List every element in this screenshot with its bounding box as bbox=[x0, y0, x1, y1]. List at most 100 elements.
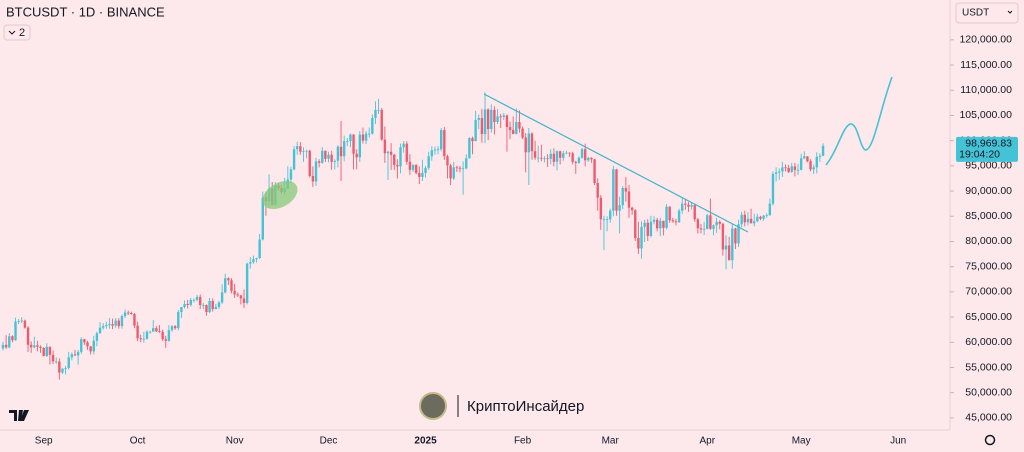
countdown: 19:04:20 bbox=[959, 149, 1000, 161]
candle-body bbox=[1, 344, 5, 349]
candle-body bbox=[630, 207, 634, 211]
candle-body bbox=[671, 220, 675, 222]
y-tick-label: 55,000.00 bbox=[965, 361, 1012, 373]
chart-title: BTCUSDT · 1D · BINANCE bbox=[6, 4, 165, 19]
candle-body bbox=[440, 130, 443, 150]
candle-body bbox=[36, 345, 39, 347]
candle-body bbox=[58, 361, 61, 373]
candle-body bbox=[449, 165, 452, 179]
candle-body bbox=[465, 158, 468, 169]
currency-select[interactable] bbox=[955, 2, 1019, 24]
candle-body bbox=[396, 164, 399, 167]
candle-body bbox=[302, 151, 305, 153]
candle-body bbox=[364, 133, 368, 141]
y-tick-label: 95,000.00 bbox=[965, 160, 1012, 172]
candle-body bbox=[743, 214, 747, 223]
candle-body bbox=[693, 205, 696, 220]
y-tick-label: 120,000.00 bbox=[959, 34, 1012, 46]
candle-body bbox=[643, 222, 646, 227]
candle-body bbox=[255, 258, 258, 260]
candle-body bbox=[173, 326, 177, 329]
x-tick-label: Feb bbox=[514, 436, 532, 447]
candle-body bbox=[468, 138, 471, 159]
candle-body bbox=[806, 156, 809, 162]
candle-body bbox=[314, 161, 318, 182]
candle-body bbox=[405, 143, 408, 162]
candle-body bbox=[127, 312, 130, 314]
candle-body bbox=[812, 167, 815, 170]
candle-body bbox=[393, 154, 396, 165]
candle-body bbox=[158, 331, 161, 332]
candle-body bbox=[583, 149, 587, 161]
candle-body bbox=[296, 146, 299, 150]
candle-body bbox=[530, 133, 534, 152]
candle-body bbox=[668, 206, 671, 221]
candle-body bbox=[452, 167, 455, 179]
candle-body bbox=[587, 157, 590, 161]
candle-body bbox=[192, 299, 196, 301]
candle-body bbox=[749, 218, 753, 224]
candle-body bbox=[161, 331, 164, 340]
candle-body bbox=[665, 206, 668, 228]
y-tick-label: 75,000.00 bbox=[965, 260, 1012, 272]
candle-body bbox=[214, 306, 218, 310]
candle-body bbox=[317, 161, 321, 163]
candle-body bbox=[377, 109, 380, 111]
candle-body bbox=[139, 338, 142, 340]
candle-body bbox=[186, 303, 189, 305]
candle-body bbox=[803, 156, 806, 159]
candle-body bbox=[89, 346, 92, 352]
tv-logo bbox=[9, 410, 29, 421]
candle-body bbox=[48, 346, 52, 355]
candle-body bbox=[490, 109, 493, 130]
candle-body bbox=[774, 172, 778, 174]
candle-body bbox=[712, 225, 715, 229]
candle-body bbox=[737, 224, 740, 244]
candle-body bbox=[493, 109, 496, 122]
candle-body bbox=[634, 210, 637, 238]
candle-body bbox=[108, 324, 111, 326]
candle-body bbox=[333, 160, 336, 162]
indicator-toggle[interactable] bbox=[3, 24, 31, 41]
candle-body bbox=[130, 313, 133, 315]
settings-icon[interactable] bbox=[984, 434, 996, 446]
candle-body bbox=[546, 158, 549, 160]
y-tick-label: 115,000.00 bbox=[960, 59, 1012, 71]
candle-body bbox=[83, 339, 86, 343]
candle-body bbox=[14, 321, 17, 341]
candle-body bbox=[252, 259, 255, 263]
x-tick-label: Oct bbox=[130, 436, 146, 447]
y-tick-label: 65,000.00 bbox=[965, 311, 1012, 323]
candle-body bbox=[227, 278, 230, 281]
candle-body bbox=[361, 134, 365, 141]
candle-body bbox=[239, 295, 243, 299]
candle-body bbox=[380, 109, 383, 140]
candle-body bbox=[427, 156, 430, 168]
candle-body bbox=[155, 328, 158, 332]
candle-body bbox=[809, 161, 812, 170]
candle-body bbox=[258, 239, 261, 259]
y-tick-label: 70,000.00 bbox=[965, 286, 1012, 298]
candle-body bbox=[120, 316, 124, 327]
candle-body bbox=[549, 153, 552, 159]
candle-body bbox=[706, 215, 709, 229]
chevron-icon bbox=[8, 30, 16, 35]
projection-curve bbox=[825, 76, 893, 166]
candle-body bbox=[771, 173, 775, 204]
candle-body bbox=[217, 302, 221, 307]
candle-body bbox=[687, 204, 690, 207]
candle-body bbox=[521, 128, 524, 138]
candle-body bbox=[418, 172, 421, 177]
candle-body bbox=[446, 156, 449, 166]
candle-body bbox=[724, 245, 728, 250]
candle-body bbox=[627, 191, 631, 208]
candle-body bbox=[640, 226, 643, 249]
candle-body bbox=[433, 149, 437, 151]
candle-body bbox=[170, 326, 174, 331]
highlight-ellipse bbox=[262, 180, 298, 210]
candle-body bbox=[590, 157, 593, 160]
candle-body bbox=[61, 368, 64, 373]
candle-body bbox=[458, 167, 462, 169]
candle-body bbox=[562, 153, 565, 158]
candle-body bbox=[781, 167, 784, 172]
